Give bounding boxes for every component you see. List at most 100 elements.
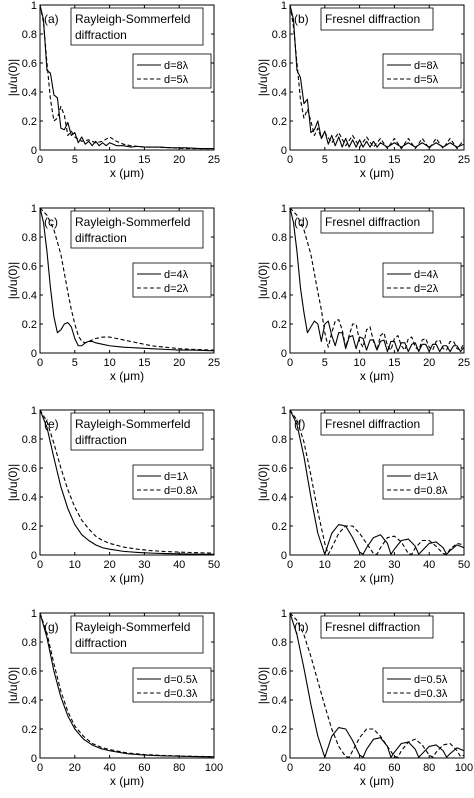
x-tick-label: 0 bbox=[37, 762, 43, 774]
series-line-2 bbox=[290, 208, 464, 351]
y-tick-label: 0 bbox=[31, 348, 37, 360]
x-tick-label: 20 bbox=[423, 357, 435, 369]
x-tick-label: 10 bbox=[103, 154, 115, 166]
y-tick-label: 0.6 bbox=[272, 261, 287, 273]
legend-label-1: d=0.5λ bbox=[164, 674, 198, 686]
panel-label: (c) bbox=[44, 215, 58, 229]
annotation-text: Rayleigh-Sommerfeld bbox=[75, 620, 190, 634]
x-tick-label: 100 bbox=[205, 762, 223, 774]
y-tick-label: 0.4 bbox=[272, 290, 287, 302]
annotation-box bbox=[320, 7, 434, 31]
panel-label: (g) bbox=[44, 620, 59, 634]
annotation-box bbox=[70, 7, 204, 46]
y-tick-label: 0 bbox=[281, 550, 287, 562]
legend-label-1: d=4λ bbox=[164, 269, 189, 281]
y-tick-label: 0.8 bbox=[272, 232, 287, 244]
legend-label-2: d=5λ bbox=[164, 74, 189, 86]
series-line-2 bbox=[40, 5, 214, 150]
x-axis-label: x (μm) bbox=[360, 166, 394, 180]
y-tick-label: 0.2 bbox=[272, 724, 287, 736]
y-tick-label: 0.8 bbox=[22, 29, 37, 41]
legend-box bbox=[382, 262, 462, 298]
y-axis-label: |u/u(0)| bbox=[256, 59, 270, 97]
x-tick-label: 50 bbox=[458, 559, 470, 571]
x-tick-label: 5 bbox=[322, 154, 328, 166]
annotation-text: Fresnel diffraction bbox=[325, 12, 420, 26]
legend-label-1: d=1λ bbox=[414, 471, 439, 483]
annotation-box bbox=[320, 412, 434, 436]
legend: d=0.5λ d=0.3λ bbox=[132, 667, 212, 703]
y-tick-label: 1 bbox=[31, 608, 37, 620]
series-line-2 bbox=[40, 208, 214, 351]
panel-label: (h) bbox=[294, 620, 309, 634]
x-tick-label: 10 bbox=[69, 559, 81, 571]
x-axis-label: x (μm) bbox=[110, 774, 144, 788]
y-tick-label: 0.2 bbox=[272, 521, 287, 533]
x-tick-label: 20 bbox=[173, 154, 185, 166]
y-tick-label: 0 bbox=[281, 753, 287, 765]
plot-frame bbox=[289, 4, 465, 151]
annotation-box bbox=[320, 210, 434, 234]
x-tick-label: 10 bbox=[353, 357, 365, 369]
x-tick-label: 30 bbox=[138, 559, 150, 571]
chart-panel-2: 0 5 10 15 20 25 0 0.2 0.4 0.6 0.8 1 x (μm) |u/u(0)| (b… bbox=[256, 0, 470, 180]
legend: d=4λ d=2λ bbox=[382, 262, 462, 298]
legend-box bbox=[132, 464, 212, 500]
annotation-text: Fresnel diffraction bbox=[325, 215, 420, 229]
legend-label-2: d=0.3λ bbox=[164, 688, 198, 700]
y-tick-label: 0.2 bbox=[22, 116, 37, 128]
x-axis-label: x (μm) bbox=[110, 571, 144, 585]
y-tick-label: 0.2 bbox=[22, 521, 37, 533]
y-tick-label: 1 bbox=[281, 0, 287, 12]
chart-panel-1: 0 5 10 15 20 25 0 0.2 0.4 0.6 0.8 1 x (μm) |u/u(0)| (a… bbox=[6, 0, 220, 180]
panel-label: (f) bbox=[294, 417, 305, 431]
y-axis-label: |u/u(0)| bbox=[6, 59, 20, 97]
y-tick-label: 0.6 bbox=[22, 666, 37, 678]
legend-label-1: d=8λ bbox=[414, 60, 439, 72]
annotation-text: Rayleigh-Sommerfeld bbox=[75, 417, 190, 431]
x-tick-label: 40 bbox=[353, 762, 365, 774]
y-tick-label: 0.8 bbox=[22, 434, 37, 446]
plot-frame bbox=[289, 409, 465, 556]
annotation-box bbox=[320, 615, 434, 639]
x-tick-label: 5 bbox=[72, 357, 78, 369]
y-axis-label: |u/u(0)| bbox=[6, 262, 20, 300]
annotation-box bbox=[70, 615, 204, 654]
legend-label-2: d=2λ bbox=[164, 283, 189, 295]
x-tick-label: 5 bbox=[72, 154, 78, 166]
x-tick-label: 20 bbox=[319, 762, 331, 774]
y-tick-label: 0.4 bbox=[272, 87, 287, 99]
legend-box bbox=[382, 53, 462, 89]
y-tick-label: 0.4 bbox=[272, 492, 287, 504]
legend-label-2: d=0.3λ bbox=[414, 688, 448, 700]
x-tick-label: 100 bbox=[455, 762, 473, 774]
x-tick-label: 80 bbox=[173, 762, 185, 774]
y-tick-label: 0.4 bbox=[22, 492, 37, 504]
x-axis-label: x (μm) bbox=[360, 571, 394, 585]
legend: d=8λ d=5λ bbox=[132, 53, 212, 89]
annotation-text: diffraction bbox=[75, 636, 127, 650]
x-tick-label: 80 bbox=[423, 762, 435, 774]
legend-label-2: d=2λ bbox=[414, 283, 439, 295]
y-tick-label: 0 bbox=[31, 753, 37, 765]
annotation-text: Rayleigh-Sommerfeld bbox=[75, 12, 190, 26]
y-tick-label: 0.6 bbox=[272, 58, 287, 70]
y-tick-label: 0 bbox=[31, 145, 37, 157]
x-tick-label: 60 bbox=[138, 762, 150, 774]
legend-label-2: d=0.8λ bbox=[414, 485, 448, 497]
x-tick-label: 15 bbox=[388, 154, 400, 166]
y-tick-label: 0.6 bbox=[22, 261, 37, 273]
chart-panel-6: 0 10 20 30 40 50 0 0.2 0.4 0.6 0.8 1 x (μm) |u/u(0)| (… bbox=[256, 405, 470, 585]
annotation-text: diffraction bbox=[75, 433, 127, 447]
plot-frame bbox=[39, 207, 215, 354]
panel-label: (e) bbox=[44, 417, 59, 431]
y-tick-label: 1 bbox=[281, 608, 287, 620]
y-tick-label: 0.6 bbox=[22, 58, 37, 70]
series-line-2 bbox=[40, 613, 214, 758]
y-tick-label: 0.2 bbox=[22, 724, 37, 736]
y-axis-label: |u/u(0)| bbox=[256, 262, 270, 300]
x-axis-label: x (μm) bbox=[110, 166, 144, 180]
legend-label-2: d=0.8λ bbox=[164, 485, 198, 497]
x-tick-label: 25 bbox=[208, 154, 220, 166]
series-line-1 bbox=[290, 208, 464, 353]
